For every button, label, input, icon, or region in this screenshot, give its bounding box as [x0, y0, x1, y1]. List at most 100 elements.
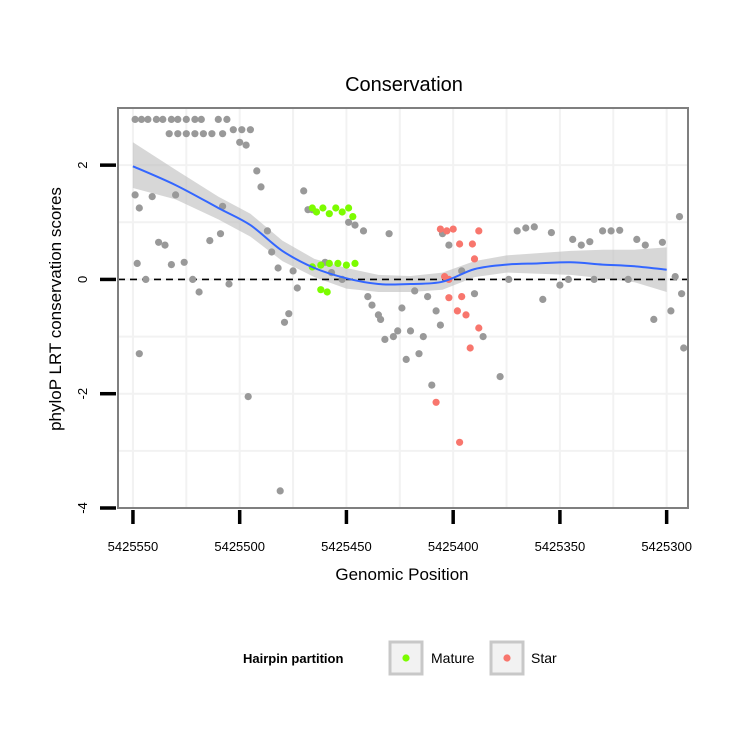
point-other	[577, 241, 585, 249]
point-other	[167, 261, 175, 269]
point-star	[445, 294, 453, 302]
point-other	[280, 318, 289, 326]
point-mature	[351, 259, 359, 267]
plot-border	[117, 107, 689, 509]
point-other	[219, 130, 227, 138]
y-tick-label: -4	[75, 502, 90, 514]
point-mature	[319, 204, 327, 212]
point-other	[131, 191, 139, 199]
point-other	[522, 224, 530, 232]
point-other	[144, 115, 152, 123]
point-other	[214, 115, 222, 123]
point-other	[678, 290, 686, 298]
y-axis-title: phyloP LRT conservation scores	[46, 187, 65, 431]
point-other	[377, 315, 385, 323]
point-star	[453, 307, 461, 315]
point-star	[456, 240, 464, 248]
point-other	[633, 235, 641, 243]
point-mature	[345, 204, 353, 212]
data-points	[131, 115, 688, 495]
legend-label-mature: Mature	[431, 650, 475, 666]
point-mature	[332, 204, 340, 212]
point-other	[137, 115, 146, 123]
x-tick-label: 5425550	[108, 539, 159, 554]
point-star	[462, 311, 470, 319]
point-mature	[317, 261, 325, 269]
point-other	[590, 275, 598, 283]
point-mature	[317, 286, 325, 294]
point-other	[172, 191, 180, 199]
point-other	[415, 350, 423, 358]
point-mature	[325, 210, 333, 218]
point-star	[449, 225, 457, 233]
point-other	[368, 301, 376, 309]
point-other	[394, 327, 402, 335]
point-other	[152, 115, 160, 123]
point-other	[276, 487, 284, 495]
point-other	[274, 264, 282, 272]
point-star	[470, 255, 479, 263]
point-other	[505, 275, 513, 283]
point-other	[225, 280, 233, 288]
point-other	[219, 202, 227, 210]
point-other	[530, 223, 538, 231]
point-other	[402, 355, 410, 363]
y-axis: -4 -2 0 2	[75, 162, 116, 514]
point-star	[475, 324, 483, 332]
legend-swatch-mature	[402, 654, 410, 662]
point-other	[159, 115, 167, 123]
point-other	[142, 275, 150, 283]
point-other	[680, 344, 688, 352]
point-mature	[323, 288, 331, 296]
point-mature	[349, 213, 357, 221]
point-other	[616, 226, 624, 234]
point-other	[263, 227, 271, 235]
point-other	[359, 227, 368, 235]
legend-item-mature: Mature	[388, 640, 475, 676]
point-other	[385, 230, 393, 238]
point-other	[389, 333, 397, 341]
point-star	[475, 227, 483, 235]
point-other	[650, 315, 658, 323]
point-other	[345, 218, 353, 226]
x-tick-label: 5425400	[428, 539, 479, 554]
point-other	[206, 237, 214, 245]
point-other	[496, 373, 504, 381]
point-other	[155, 238, 163, 246]
point-other	[253, 167, 261, 175]
point-other	[167, 115, 175, 123]
confidence-band	[132, 142, 667, 292]
point-other	[398, 304, 406, 312]
plot-area	[117, 107, 689, 509]
point-other	[432, 307, 440, 315]
point-star	[468, 240, 476, 248]
point-other	[174, 115, 182, 123]
point-other	[539, 295, 547, 303]
point-other	[569, 235, 577, 243]
point-other	[513, 227, 521, 235]
point-other	[547, 229, 556, 237]
point-other	[180, 258, 188, 266]
point-star	[456, 438, 464, 446]
x-axis: 5425550 5425500 5425450 5425400 5425350 54253…	[108, 510, 692, 554]
y-tick-label: 0	[75, 276, 90, 283]
point-other	[133, 259, 141, 267]
point-other	[257, 183, 265, 191]
x-tick-label: 5425500	[214, 539, 265, 554]
point-other	[191, 115, 199, 123]
point-other	[675, 213, 684, 221]
point-other	[195, 288, 203, 296]
y-tick-label: 2	[75, 162, 90, 169]
point-other	[197, 115, 205, 123]
x-axis-title: Genomic Position	[335, 565, 468, 584]
point-other	[191, 130, 199, 138]
point-other	[436, 321, 444, 329]
point-other	[658, 238, 667, 246]
point-other	[216, 230, 225, 238]
point-other	[246, 126, 254, 134]
point-other	[564, 275, 573, 283]
point-other	[135, 204, 143, 212]
point-other	[182, 130, 190, 138]
point-other	[470, 290, 479, 298]
point-other	[244, 393, 252, 401]
